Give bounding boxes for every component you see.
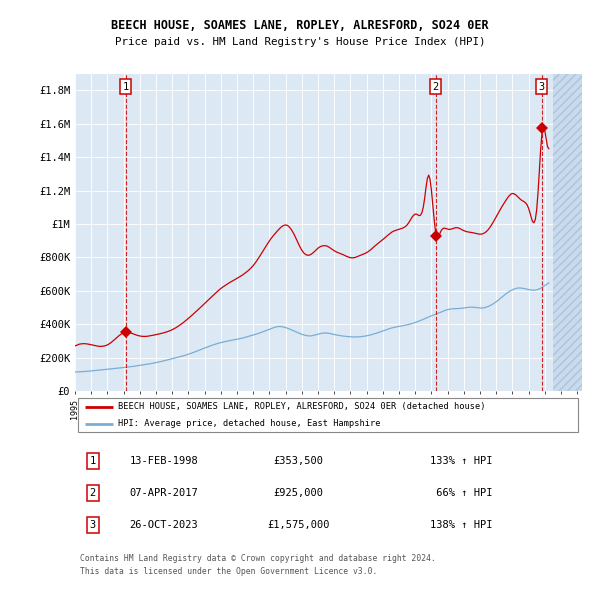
- Text: £353,500: £353,500: [273, 456, 323, 466]
- Text: 3: 3: [89, 520, 96, 530]
- Text: 13-FEB-1998: 13-FEB-1998: [130, 456, 198, 466]
- Text: 3: 3: [539, 81, 545, 91]
- Text: BEECH HOUSE, SOAMES LANE, ROPLEY, ALRESFORD, SO24 0ER: BEECH HOUSE, SOAMES LANE, ROPLEY, ALRESF…: [111, 19, 489, 32]
- Text: 26-OCT-2023: 26-OCT-2023: [130, 520, 198, 530]
- Text: Contains HM Land Registry data © Crown copyright and database right 2024.
This d: Contains HM Land Registry data © Crown c…: [80, 554, 436, 576]
- Text: Price paid vs. HM Land Registry's House Price Index (HPI): Price paid vs. HM Land Registry's House …: [115, 37, 485, 47]
- Text: HPI: Average price, detached house, East Hampshire: HPI: Average price, detached house, East…: [118, 419, 380, 428]
- Text: 138% ↑ HPI: 138% ↑ HPI: [430, 520, 493, 530]
- Text: 2: 2: [433, 81, 439, 91]
- Text: £925,000: £925,000: [273, 489, 323, 498]
- Text: 66% ↑ HPI: 66% ↑ HPI: [430, 489, 493, 498]
- Text: 1: 1: [89, 456, 96, 466]
- Text: 133% ↑ HPI: 133% ↑ HPI: [430, 456, 493, 466]
- Text: 07-APR-2017: 07-APR-2017: [130, 489, 198, 498]
- FancyBboxPatch shape: [77, 398, 578, 432]
- Text: 1: 1: [122, 81, 128, 91]
- Bar: [553, 74, 582, 391]
- Text: £1,575,000: £1,575,000: [267, 520, 329, 530]
- Text: BEECH HOUSE, SOAMES LANE, ROPLEY, ALRESFORD, SO24 0ER (detached house): BEECH HOUSE, SOAMES LANE, ROPLEY, ALRESF…: [118, 402, 485, 411]
- Text: 2: 2: [89, 489, 96, 498]
